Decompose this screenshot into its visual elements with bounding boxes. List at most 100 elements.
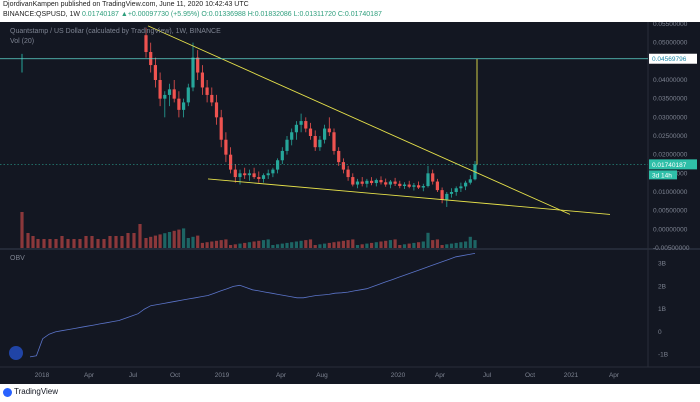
obv-tick-label: -1B: [658, 352, 668, 359]
volume-bar: [42, 239, 46, 248]
time-tick-label: Apr: [435, 372, 446, 379]
candle-body: [464, 182, 468, 187]
candle-body: [374, 180, 378, 184]
time-tick-label: Apr: [609, 372, 620, 379]
time-tick-label: 2018: [35, 372, 50, 379]
volume-bar: [233, 244, 237, 248]
volume-bar: [60, 236, 64, 248]
candle-body: [261, 175, 266, 179]
candle-body: [318, 139, 322, 148]
volume-bar: [214, 240, 219, 248]
volume-bar: [398, 245, 402, 248]
volume-bar: [407, 243, 411, 248]
volume-bar: [90, 236, 94, 248]
volume-bar: [351, 239, 355, 248]
volume-bar: [84, 236, 88, 248]
chart-area[interactable]: -0.00500000 0.00000000 0.00500000 0.0100000…: [0, 22, 700, 384]
volume-bar: [449, 243, 454, 248]
volume-bar: [96, 239, 100, 248]
candle-body: [271, 169, 275, 174]
time-tick-label: Oct: [170, 372, 180, 379]
obv-line: [29, 253, 476, 358]
volume-bar: [257, 240, 261, 248]
volume-bar: [177, 229, 181, 248]
volume-bar: [384, 240, 388, 248]
tradingview-watermark-icon: [9, 346, 23, 360]
volume-bar: [224, 239, 228, 248]
volume-bar: [365, 243, 369, 248]
target-price-label: 0.04569796: [652, 56, 687, 63]
candle-body: [426, 173, 430, 187]
volume-bar: [20, 212, 24, 248]
candle-body: [379, 180, 383, 183]
volume-bar: [323, 243, 327, 248]
volume-bar: [186, 238, 190, 248]
candle-body: [214, 102, 219, 118]
volume-bar: [126, 233, 130, 248]
candle-body: [402, 184, 407, 187]
pane-title: Quantstamp / US Dollar (calculated by Tr…: [10, 28, 221, 35]
price-tick-label: 0.05000000: [653, 40, 688, 47]
volume-bar: [26, 233, 30, 248]
price-tick-label: 0.00500000: [653, 208, 688, 215]
volume-bar: [138, 224, 142, 248]
time-tick-label: 2020: [391, 372, 406, 379]
obv-tick-label: 1B: [658, 306, 666, 313]
candle-body: [299, 121, 303, 125]
volume-bar: [247, 242, 251, 248]
candle-body: [421, 186, 425, 188]
candle-body: [285, 139, 289, 151]
volume-bar: [435, 239, 439, 248]
volume-bar: [402, 244, 407, 248]
candle-body: [224, 139, 228, 155]
volume-bar: [327, 242, 331, 248]
volume-bar: [388, 240, 392, 248]
candle-body: [177, 98, 181, 110]
volume-bar: [426, 232, 430, 248]
volume-bar: [332, 242, 336, 248]
upper-trendline: [147, 25, 571, 215]
symbol-line: BINANCE:QSPUSD, 1W 0.01740187 ▲+0.000977…: [3, 11, 382, 18]
price-tick-label: 0.05500000: [653, 22, 688, 28]
candle-body: [454, 188, 458, 192]
volume-bar: [144, 238, 148, 248]
volume-bar: [266, 239, 270, 248]
volume-bar: [72, 239, 76, 248]
candle-body: [388, 181, 392, 185]
volume-bar: [200, 242, 204, 248]
candle-body: [468, 179, 472, 183]
candle-body: [247, 173, 251, 176]
volume-bar: [167, 232, 172, 248]
volume-bar: [360, 244, 364, 248]
volume-bar: [132, 233, 136, 248]
volume-bar: [210, 241, 214, 248]
candle-body: [449, 192, 454, 194]
volume-bar: [48, 239, 52, 248]
volume-bar: [290, 242, 294, 248]
volume-bar: [337, 241, 341, 248]
volume-bar: [219, 240, 223, 248]
candle-body: [280, 150, 284, 161]
candle-body: [337, 150, 341, 163]
candle-body: [365, 180, 369, 184]
volume-bar: [379, 241, 383, 248]
candle-body: [158, 80, 162, 99]
candle-body: [257, 177, 261, 179]
volume-bar: [440, 245, 444, 248]
candle-body: [459, 186, 463, 189]
time-tick-label: Apr: [84, 372, 95, 379]
volume-bar: [280, 243, 284, 248]
ohlc-values: 0.01740187 ▲+0.00097730 (+5.95%) O:0.013…: [81, 11, 382, 18]
candle-body: [276, 160, 280, 170]
chart-canvas[interactable]: -0.00500000 0.00000000 0.00500000 0.0100000…: [0, 22, 700, 384]
volume-bar: [205, 242, 209, 248]
price-tick-label: 0.01000000: [653, 189, 688, 196]
candle-body: [346, 169, 350, 178]
volume-bar: [341, 240, 345, 248]
candle-body: [332, 132, 336, 151]
candle-body: [417, 185, 421, 188]
candle-body: [351, 177, 355, 185]
candle-body: [294, 124, 298, 133]
volume-bar: [304, 240, 308, 248]
volume-bar: [294, 241, 298, 248]
